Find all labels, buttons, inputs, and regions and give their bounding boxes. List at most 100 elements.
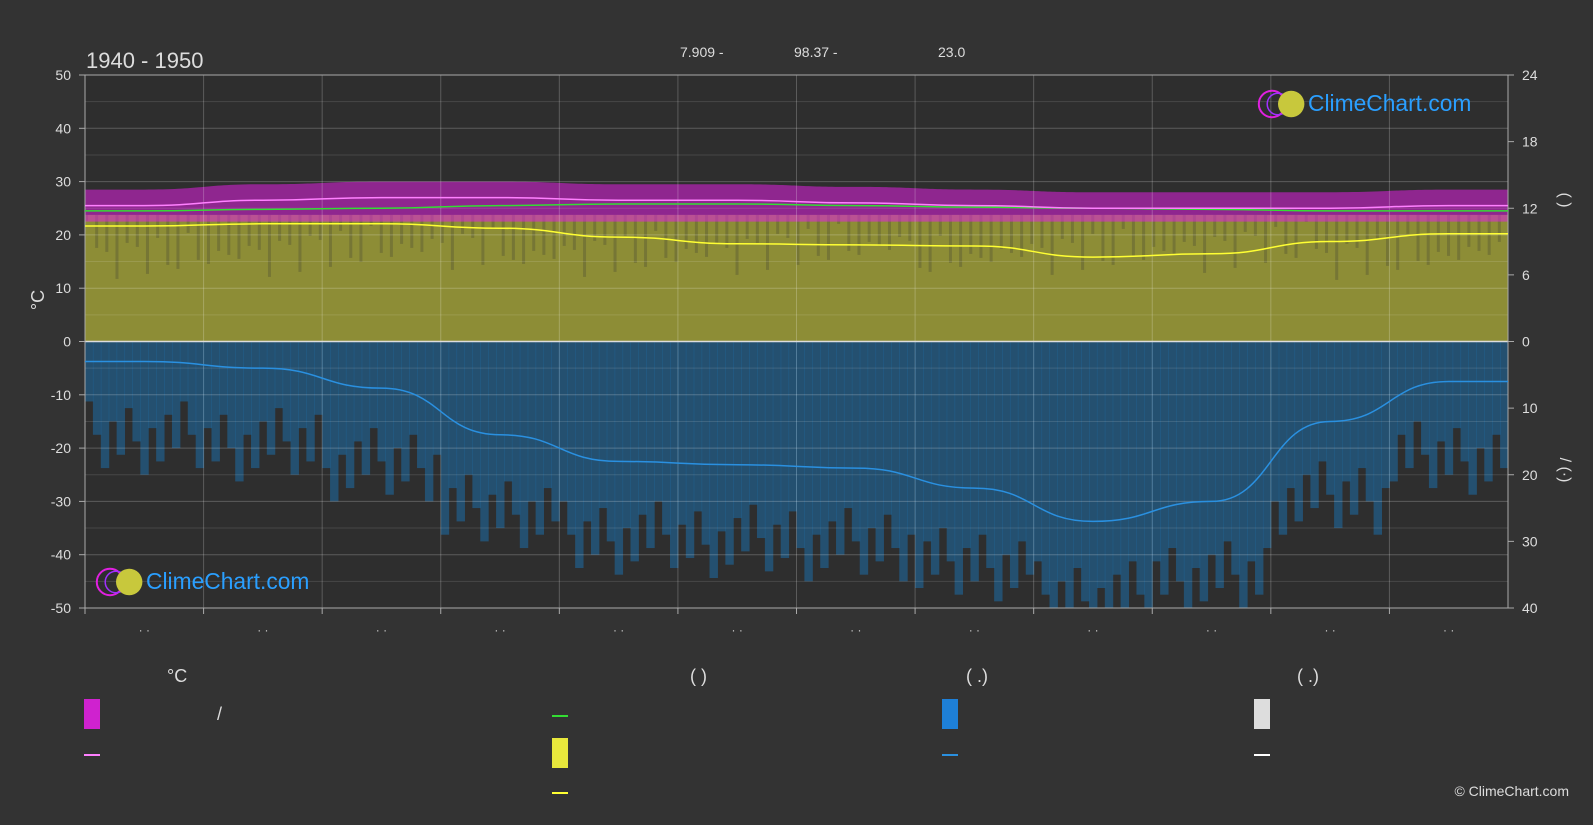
precip-bar	[393, 341, 402, 449]
sunshine-streak	[562, 214, 566, 246]
precip-bar	[1033, 341, 1043, 562]
month-label: · ·	[257, 623, 268, 637]
sunshine-streak	[511, 214, 515, 260]
sunshine-streak	[766, 214, 770, 270]
precip-bar	[1191, 341, 1201, 569]
precip-bar	[954, 341, 964, 595]
precip-bar	[780, 341, 790, 559]
precip-bar	[1365, 341, 1375, 502]
sunshine-streak	[247, 214, 251, 246]
sunshine-streak	[379, 214, 383, 253]
precip-bar	[171, 341, 181, 449]
sunshine-streak	[430, 214, 434, 239]
precip-bar	[551, 341, 560, 522]
precip-bar	[314, 341, 323, 415]
precip-bar	[772, 341, 782, 525]
sunshine-streak	[1009, 214, 1013, 253]
precip-bar	[187, 341, 197, 435]
precip-bar	[1096, 341, 1106, 589]
precip-bar	[938, 341, 948, 529]
precip-bar	[519, 341, 529, 549]
precip-bar	[298, 341, 307, 429]
precip-bar	[662, 341, 671, 535]
sunshine-streak	[1152, 214, 1156, 247]
precip-bar	[1310, 341, 1319, 509]
left-tick-label: -40	[51, 547, 71, 563]
precip-bar	[859, 341, 869, 575]
precip-bar	[203, 341, 212, 429]
sunshine-streak	[898, 214, 902, 237]
precip-bar	[804, 341, 813, 582]
precip-bar	[353, 341, 363, 442]
precip-bar	[85, 341, 94, 402]
precip-bar	[1175, 341, 1185, 582]
right-top-axis-label: ( )	[1556, 192, 1573, 207]
sunshine-streak	[339, 214, 343, 231]
precip-bar	[915, 341, 924, 589]
precip-bar	[251, 341, 260, 469]
sunshine-streak	[1426, 214, 1430, 265]
sunshine-streak	[725, 214, 729, 248]
precip-bar	[622, 341, 631, 529]
sunshine-streak	[674, 214, 678, 262]
precip-bar	[1112, 341, 1122, 575]
sunshine-streak	[420, 214, 424, 252]
precip-bar	[891, 341, 900, 549]
precip-bar	[685, 341, 695, 559]
precip-bar	[583, 341, 592, 522]
sunshine-streak	[857, 214, 861, 255]
precip-bar	[701, 341, 711, 545]
sunshine-streak	[979, 214, 983, 258]
sunshine-streak	[796, 214, 800, 265]
precip-bar	[851, 341, 861, 542]
sunshine-streak	[227, 214, 231, 255]
precip-bar	[266, 341, 276, 455]
legend-daylight-title: ( )	[690, 666, 707, 686]
precip-bar	[922, 341, 932, 542]
precip-bar	[646, 341, 655, 549]
precip-bar	[1270, 341, 1280, 502]
sunshine-streak	[684, 214, 688, 249]
sunshine-streak	[1375, 214, 1379, 239]
latitude-text: 7.909 -	[680, 44, 724, 60]
precip-bar	[867, 341, 877, 529]
sunshine-streak	[572, 214, 576, 250]
sunshine-streak	[593, 214, 597, 241]
precip-bar	[235, 341, 244, 482]
sunshine-streak	[318, 214, 322, 240]
sunshine-streak	[959, 214, 963, 267]
precip-bar	[883, 341, 892, 515]
precip-bar	[290, 341, 299, 475]
sunshine-streak	[186, 214, 190, 233]
right-tick-label: 6	[1522, 267, 1530, 283]
sunshine-streak	[816, 214, 820, 256]
sunshine-streak	[145, 214, 149, 274]
precip-bar	[717, 341, 726, 532]
precip-bar	[693, 341, 703, 512]
precip-bar	[1207, 341, 1216, 555]
precip-bar	[930, 341, 940, 575]
precip-bar	[448, 341, 458, 489]
precip-bar	[1073, 341, 1082, 569]
sunshine-streak	[1030, 214, 1034, 244]
precip-bar	[1160, 341, 1169, 595]
sunshine-streak	[1081, 214, 1085, 270]
precip-bar	[345, 341, 355, 489]
sunshine-streak	[542, 214, 546, 255]
sunshine-streak	[1345, 214, 1349, 244]
sunshine-streak	[908, 214, 912, 241]
precip-bar	[1262, 341, 1272, 549]
precip-bar	[843, 341, 853, 509]
precip-bar	[1381, 341, 1390, 489]
precip-bar	[1484, 341, 1493, 482]
sunshine-streak	[1091, 214, 1095, 234]
copyright-text: © ClimeChart.com	[1454, 783, 1569, 799]
precip-bar	[1239, 341, 1248, 608]
precip-bar	[258, 341, 268, 422]
left-tick-label: -10	[51, 387, 71, 403]
precip-bar	[756, 341, 766, 539]
sunshine-streak	[450, 214, 454, 270]
precip-bar	[1057, 341, 1066, 582]
sunshine-streak	[1325, 214, 1329, 253]
sunshine-streak	[1243, 214, 1247, 232]
